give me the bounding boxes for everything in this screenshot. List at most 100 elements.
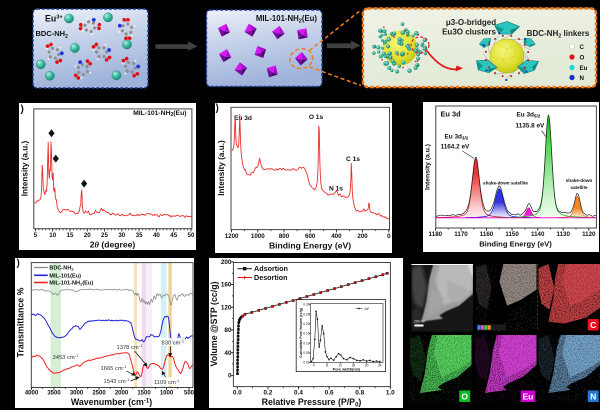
svg-text:Volume @STP (cc/g): Volume @STP (cc/g) (209, 281, 219, 366)
svg-text:15: 15 (66, 232, 73, 239)
svg-text:12: 12 (338, 363, 342, 367)
svg-text:160: 160 (220, 282, 231, 289)
svg-text:0.8: 0.8 (355, 389, 364, 396)
svg-text:C: C (580, 44, 585, 51)
svg-text:O 1s: O 1s (309, 114, 324, 121)
svg-text:Eu: Eu (522, 392, 533, 402)
svg-text:20: 20 (364, 363, 368, 367)
svg-text:600: 600 (305, 233, 316, 240)
svg-text:Cumulative Pore Volume (cc/g): Cumulative Pore Volume (cc/g) (299, 308, 303, 358)
svg-text:N 1s: N 1s (329, 186, 343, 193)
svg-text:1135.8 eV: 1135.8 eV (515, 123, 545, 130)
svg-text:20: 20 (83, 232, 90, 239)
svg-text:Relative Pressure (P/P0): Relative Pressure (P/P0) (261, 397, 361, 408)
svg-text:Eu 3d: Eu 3d (234, 115, 252, 122)
svg-text:Intensity (a.u.): Intensity (a.u.) (217, 140, 226, 196)
svg-text:4000: 4000 (24, 390, 38, 396)
svg-text:30: 30 (118, 232, 125, 239)
svg-text:shake-down satellite: shake-down satellite (483, 181, 528, 186)
svg-text:Eu: Eu (580, 65, 588, 72)
svg-text:1200: 1200 (225, 233, 239, 240)
svg-text:2500: 2500 (92, 390, 106, 396)
svg-text:0: 0 (387, 233, 391, 240)
svg-text:1500: 1500 (137, 390, 151, 396)
svg-text:120: 120 (220, 304, 231, 311)
svg-text:Eu3O clusters: Eu3O clusters (442, 28, 496, 37)
svg-text:0.05: 0.05 (303, 351, 309, 355)
svg-text:O: O (580, 55, 585, 62)
svg-text:C 1s: C 1s (346, 156, 360, 163)
svg-text:50: 50 (187, 232, 194, 239)
svg-text:0.25: 0.25 (303, 312, 309, 316)
svg-text:MIL-101-NH2(Eu): MIL-101-NH2(Eu) (256, 14, 318, 25)
svg-text:Adsortion: Adsortion (254, 264, 288, 273)
svg-text:μ3-O-bridged: μ3-O-bridged (446, 18, 496, 27)
svg-text:Pore width(nm): Pore width(nm) (332, 367, 360, 371)
svg-text:BDC-NH2: BDC-NH2 (49, 265, 74, 271)
svg-text:200 nm: 200 nm (414, 320, 425, 324)
svg-text:40: 40 (152, 232, 159, 239)
svg-text:Binding Energy (eV): Binding Energy (eV) (479, 240, 552, 249)
svg-text:1120: 1120 (582, 231, 596, 238)
svg-text:400: 400 (331, 233, 342, 240)
svg-text:16: 16 (351, 363, 355, 367)
svg-text:1378 cm-1: 1378 cm-1 (116, 343, 143, 351)
svg-text:0.6: 0.6 (324, 389, 333, 396)
svg-text:Intensity (a.u.): Intensity (a.u.) (424, 144, 431, 190)
svg-text:10: 10 (49, 232, 56, 239)
svg-text:Desortion: Desortion (254, 273, 288, 282)
svg-text:8: 8 (326, 363, 328, 367)
svg-text:40: 40 (224, 350, 232, 357)
svg-text:): ) (216, 103, 219, 114)
svg-text:): ) (20, 104, 23, 115)
svg-text:200: 200 (220, 259, 231, 266)
svg-text:0.10: 0.10 (303, 341, 309, 345)
svg-text:35: 35 (135, 232, 142, 239)
svg-text:O: O (461, 392, 468, 402)
svg-text:1000: 1000 (251, 233, 265, 240)
svg-text:shake-down: shake-down (565, 178, 592, 183)
svg-text:1140: 1140 (530, 231, 544, 238)
svg-text:): ) (16, 258, 19, 269)
svg-text:0.20: 0.20 (303, 322, 309, 326)
svg-text:BDC-NH2 linkers: BDC-NH2 linkers (527, 29, 590, 40)
svg-text:0: 0 (227, 373, 231, 380)
svg-text:3500: 3500 (47, 390, 61, 396)
svg-text:Eu 3d: Eu 3d (440, 110, 461, 119)
svg-text:N: N (580, 75, 585, 82)
svg-text:dV: dV (364, 307, 369, 311)
svg-text:1543 cm-1: 1543 cm-1 (103, 377, 130, 385)
svg-text:BDC-NH2: BDC-NH2 (36, 29, 69, 40)
svg-text:Eu 3d3/2: Eu 3d3/2 (444, 134, 468, 141)
svg-text:200: 200 (357, 233, 368, 240)
svg-text:MIL-101-NH2(Eu): MIL-101-NH2(Eu) (133, 110, 186, 118)
svg-text:1130: 1130 (556, 231, 570, 238)
svg-text:satellite: satellite (570, 185, 588, 190)
svg-text:45: 45 (170, 232, 177, 239)
svg-text:830 cm-1: 830 cm-1 (161, 338, 184, 346)
svg-text:1160: 1160 (479, 231, 493, 238)
svg-text:Intensity (a.u.): Intensity (a.u.) (20, 140, 29, 196)
svg-text:0.00: 0.00 (303, 361, 309, 365)
svg-text:4: 4 (312, 363, 314, 367)
svg-text:1170: 1170 (454, 231, 468, 238)
svg-text:1.0: 1.0 (385, 389, 394, 396)
svg-text:500: 500 (183, 390, 194, 396)
svg-text:Eu3+: Eu3+ (45, 14, 63, 24)
svg-text:1000: 1000 (159, 390, 173, 396)
svg-text:Wavenumber (cm-1): Wavenumber (cm-1) (70, 397, 151, 407)
svg-text:0.2: 0.2 (263, 389, 272, 396)
svg-text:C: C (590, 320, 596, 330)
svg-text:3453 cm-1: 3453 cm-1 (52, 353, 79, 361)
svg-text:25: 25 (101, 232, 108, 239)
svg-text:N: N (590, 392, 596, 402)
svg-text:2000: 2000 (114, 390, 128, 396)
svg-text:MIL-101-NH2(Eu): MIL-101-NH2(Eu) (49, 280, 93, 286)
svg-text:0.4: 0.4 (294, 389, 303, 396)
svg-text:24: 24 (378, 363, 382, 367)
svg-text:2θ (degree): 2θ (degree) (89, 239, 135, 249)
svg-text:1109 cm-1: 1109 cm-1 (154, 378, 180, 386)
svg-text:1164.2 eV: 1164.2 eV (440, 144, 470, 151)
svg-text:MIL-101(Eu): MIL-101(Eu) (49, 273, 81, 279)
svg-text:0.30: 0.30 (303, 303, 309, 307)
